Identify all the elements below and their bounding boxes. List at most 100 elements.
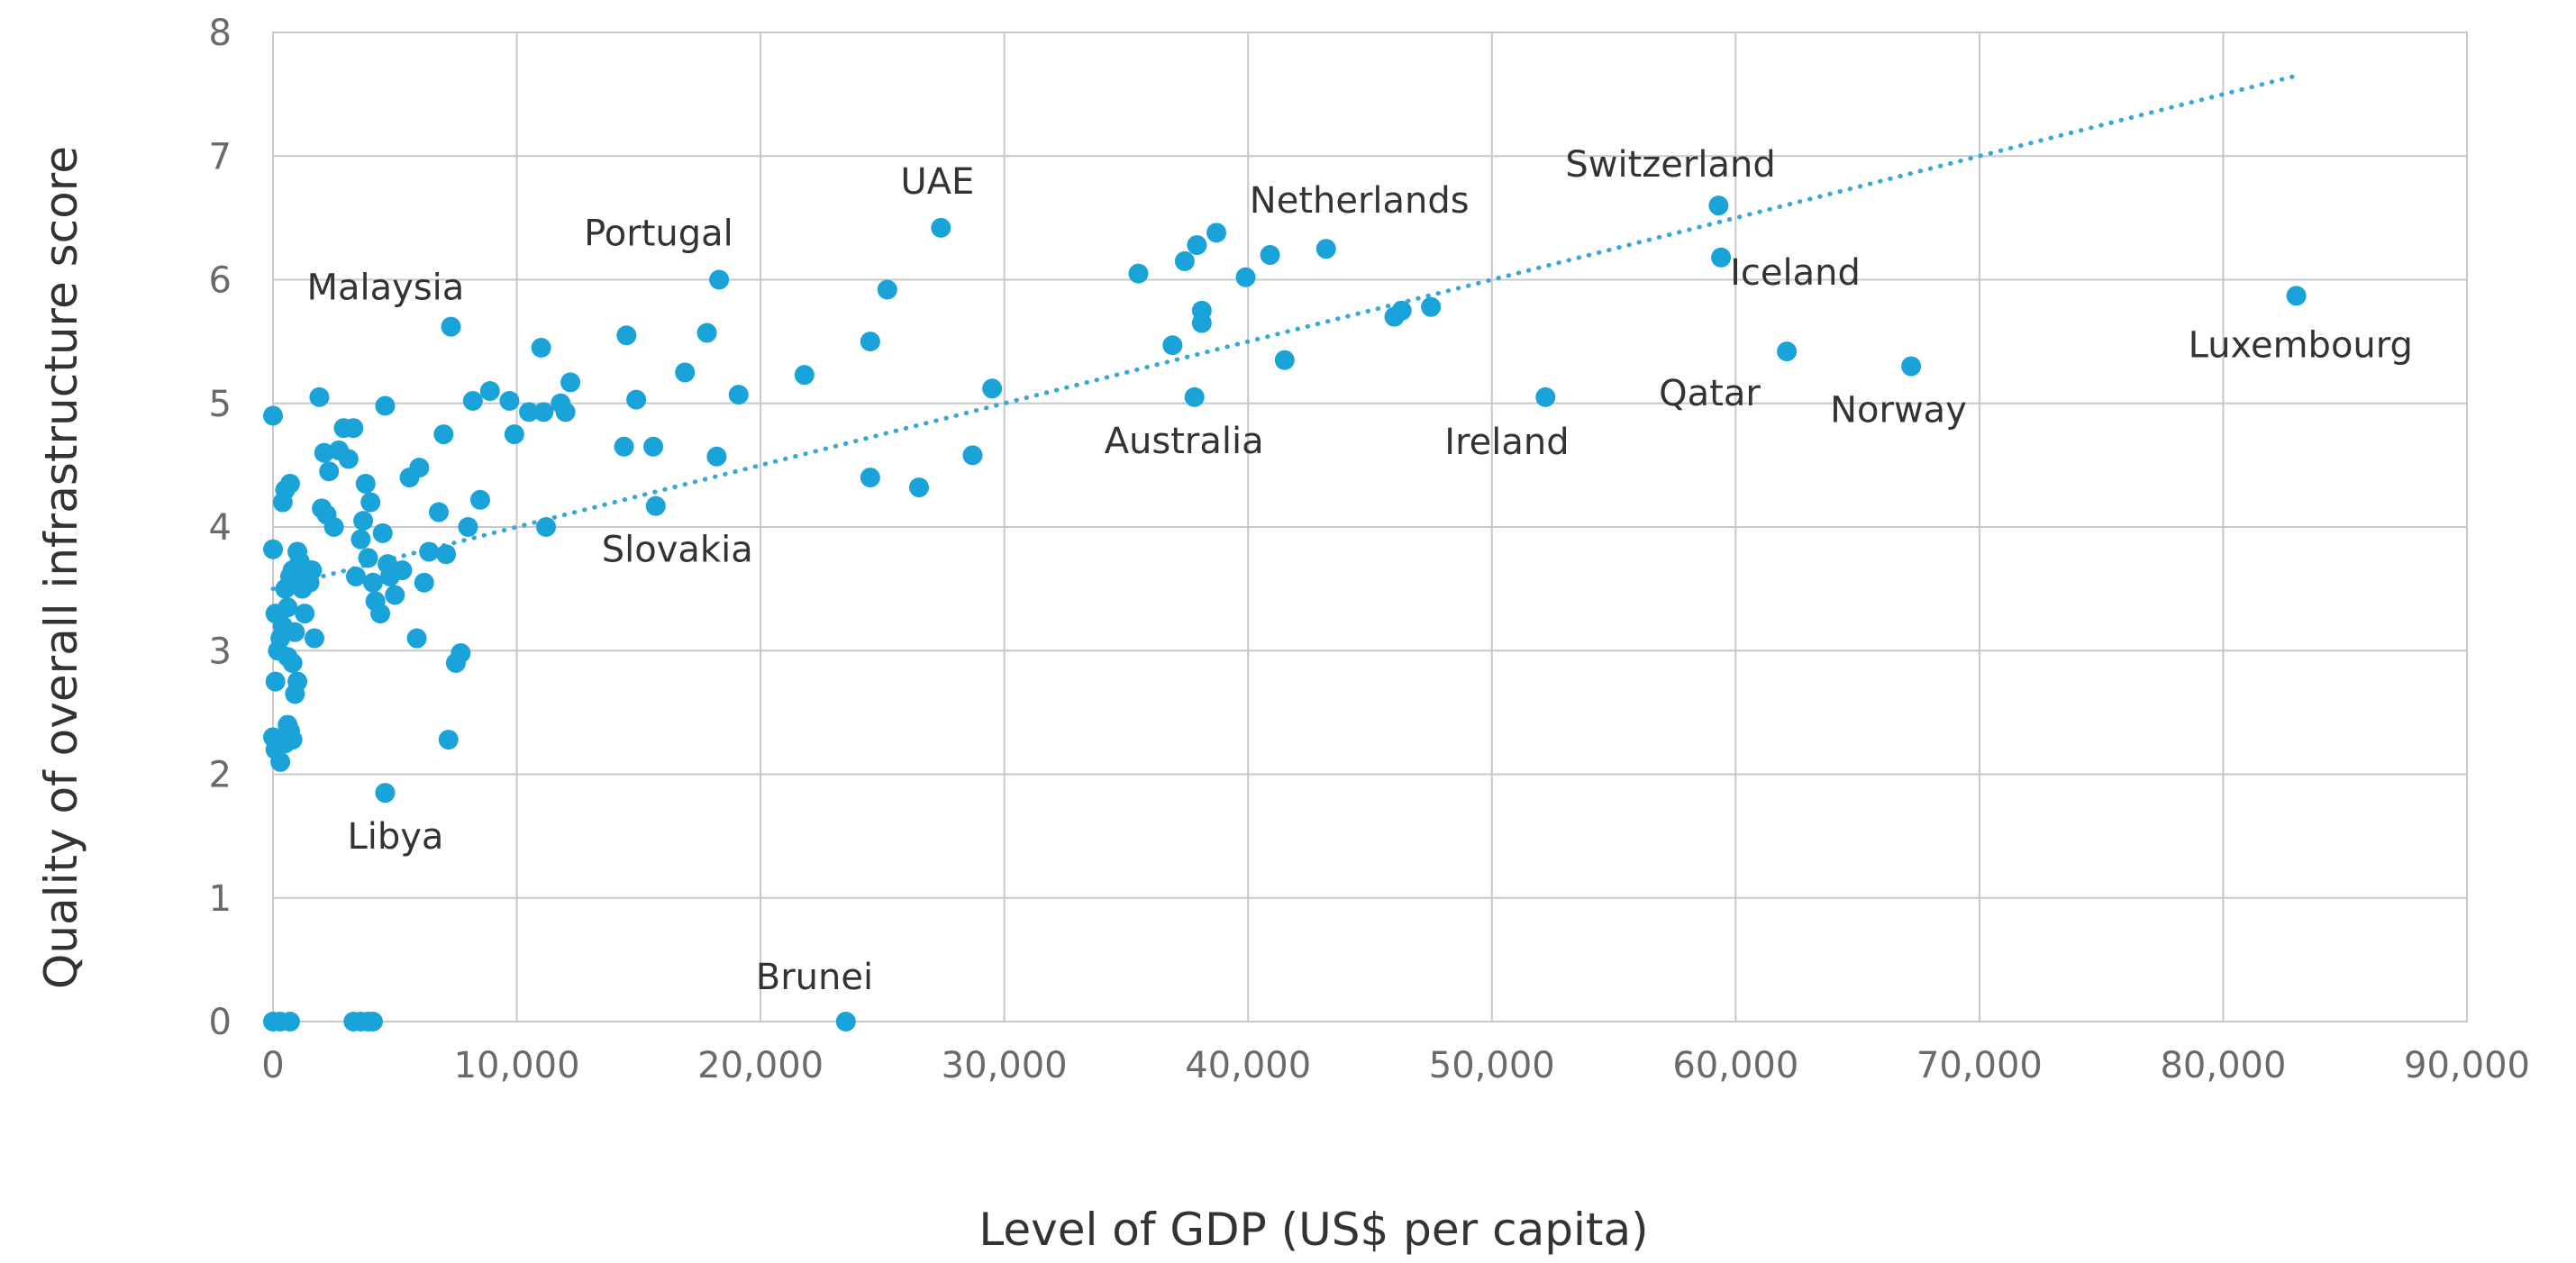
data-point	[469, 489, 490, 510]
data-point	[358, 548, 378, 568]
data-point	[458, 517, 478, 537]
x-axis-title: Level of GDP (US$ per capita)	[979, 1204, 1648, 1256]
data-point	[414, 572, 434, 593]
x-tick-label: 60,000	[1672, 1045, 1798, 1086]
data-point	[1274, 350, 1295, 370]
data-point	[1128, 263, 1149, 284]
data-point	[728, 385, 749, 405]
data-point	[309, 386, 330, 407]
data-point	[406, 628, 427, 649]
y-tick-label: 8	[209, 13, 232, 54]
data-point	[385, 585, 405, 605]
y-axis-title: Quality of overall infrastructure score	[35, 146, 87, 989]
trendline	[270, 73, 2299, 592]
data-point	[278, 597, 298, 618]
data-point	[1391, 300, 1412, 321]
point-label-ireland: Ireland	[1444, 422, 1569, 463]
data-point	[302, 560, 323, 581]
data-point	[263, 405, 283, 426]
data-point	[263, 539, 283, 559]
data-point	[428, 502, 449, 522]
point-label-libya: Libya	[347, 816, 443, 858]
data-point	[860, 468, 880, 488]
data-point-ireland	[1535, 386, 1556, 407]
data-point	[295, 604, 315, 624]
data-point	[1206, 223, 1227, 243]
data-points	[263, 195, 2307, 1031]
point-label-iceland: Iceland	[1730, 252, 1861, 294]
data-point	[908, 477, 929, 498]
data-point	[696, 323, 717, 343]
x-tick-label: 30,000	[942, 1045, 1068, 1086]
data-point	[860, 332, 880, 352]
x-tick-label: 70,000	[1916, 1045, 2043, 1086]
data-point	[436, 544, 457, 565]
data-point	[1162, 335, 1183, 356]
data-point	[419, 541, 440, 562]
data-point	[323, 517, 344, 537]
data-point	[1260, 245, 1280, 266]
y-tick-label: 3	[209, 631, 232, 672]
data-point	[504, 424, 524, 445]
point-label-netherlands: Netherlands	[1250, 180, 1470, 222]
data-point	[451, 642, 471, 663]
data-point	[1235, 267, 1256, 287]
data-point	[462, 391, 483, 412]
data-point-portugal	[709, 269, 730, 290]
point-label-brunei: Brunei	[756, 957, 873, 998]
trendline-group	[270, 73, 2299, 592]
data-point-netherlands	[1315, 239, 1336, 259]
data-point	[287, 671, 308, 692]
data-point	[560, 372, 581, 393]
data-point	[350, 529, 371, 550]
data-point	[362, 1012, 383, 1031]
data-point	[319, 461, 340, 482]
data-point	[433, 424, 454, 445]
data-point	[360, 492, 381, 513]
x-axis-ticks: 0 10,000 20,000 30,000 40,000 50,000 60,000 70,…	[261, 1045, 2530, 1086]
point-label-malaysia: Malaysia	[307, 268, 465, 309]
data-point	[278, 714, 298, 735]
data-point	[536, 517, 557, 537]
data-point	[279, 1012, 300, 1031]
data-point	[877, 279, 897, 300]
point-label-luxembourg: Luxembourg	[2189, 324, 2413, 366]
data-point	[616, 325, 637, 346]
point-label-australia: Australia	[1105, 421, 1264, 462]
x-tick-label: 90,000	[2404, 1045, 2530, 1086]
y-tick-label: 0	[209, 1002, 232, 1043]
data-point	[270, 751, 291, 772]
y-tick-label: 4	[209, 507, 232, 549]
point-label-slovakia: Slovakia	[602, 530, 753, 571]
data-point-iceland	[1711, 247, 1732, 268]
point-label-qatar: Qatar	[1659, 373, 1761, 414]
data-point	[370, 604, 391, 624]
data-point	[278, 647, 298, 668]
data-point	[438, 730, 459, 750]
data-point-australia	[1184, 386, 1205, 407]
data-point	[345, 566, 366, 586]
data-point	[392, 560, 413, 581]
data-point	[794, 365, 815, 386]
data-point	[409, 458, 430, 478]
x-tick-label: 40,000	[1185, 1045, 1311, 1086]
data-point	[675, 362, 696, 383]
data-point	[265, 671, 286, 692]
data-point	[555, 402, 576, 423]
data-point	[531, 337, 551, 358]
data-point	[343, 418, 364, 439]
data-point	[279, 473, 300, 494]
point-label-portugal: Portugal	[584, 214, 733, 255]
data-point	[1187, 235, 1207, 256]
point-label-uae: UAE	[900, 161, 974, 203]
data-point-luxembourg	[2286, 286, 2307, 306]
data-point	[533, 402, 554, 423]
plot-area-border	[272, 32, 2468, 1022]
data-point	[285, 622, 305, 642]
data-point	[1421, 296, 1442, 317]
data-point-malaysia	[441, 316, 461, 337]
data-point	[519, 402, 540, 423]
y-tick-label: 1	[209, 878, 232, 920]
data-point-slovakia	[645, 495, 666, 516]
